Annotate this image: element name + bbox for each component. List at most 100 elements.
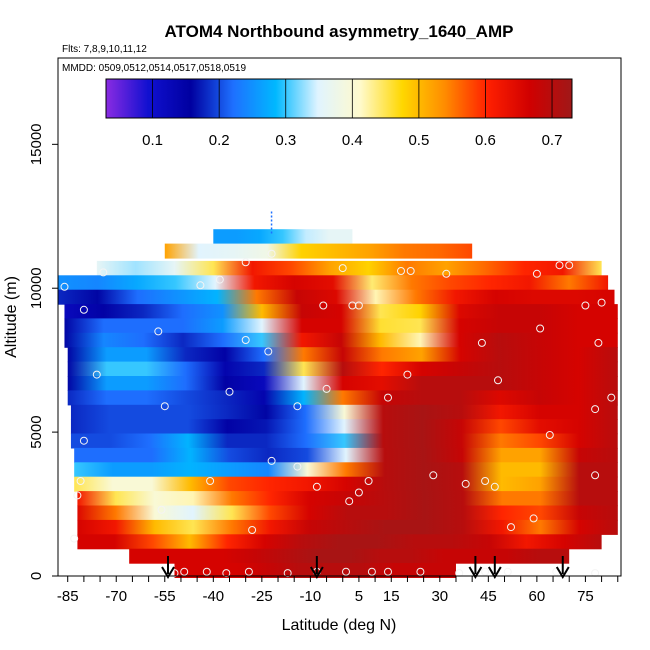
flight-arrow: [487, 556, 502, 579]
sample-point: [267, 456, 276, 465]
y-axis: 0 5000 10000 15000: [28, 123, 58, 580]
sample-point: [367, 567, 376, 576]
sample-point: [241, 336, 250, 344]
field-row: [67, 390, 618, 406]
sample-point: [364, 477, 373, 485]
sample-point: [154, 327, 163, 336]
field-row: [70, 404, 618, 420]
colorbar-tick-label: 0.6: [475, 132, 496, 149]
x-tick-label: -70: [105, 588, 127, 605]
sample-point: [503, 567, 512, 576]
sample-point: [597, 298, 606, 307]
sample-point: [481, 567, 490, 576]
sample-point: [545, 431, 554, 439]
sample-point: [283, 569, 292, 578]
y-axis-label: Altitude (m): [3, 276, 20, 358]
flights-label: Flts: 7,8,9,10,11,12: [62, 44, 147, 55]
sample-point: [591, 405, 600, 414]
sample-point: [403, 370, 412, 379]
sample-point: [73, 491, 82, 500]
sample-point: [607, 393, 616, 402]
colorbar-gradient: [105, 78, 573, 119]
sample-point: [384, 567, 392, 576]
field-row: [74, 462, 618, 478]
sample-point: [384, 393, 392, 402]
colorbar-ticks: 0.1 0.2 0.3 0.4 0.5 0.6 0.7: [142, 79, 562, 149]
field-row: [74, 476, 618, 492]
y-tick-label: 15000: [28, 123, 45, 165]
sample-point: [345, 497, 354, 506]
sample-point: [244, 567, 253, 576]
field-row: [77, 491, 618, 507]
field-row: [67, 376, 618, 391]
heatmap-field: [58, 229, 618, 578]
x-tick-label: 45: [480, 588, 497, 605]
flight-arrows: [161, 556, 570, 579]
colorbar-tick-label: 0.4: [342, 132, 363, 149]
field-row: [58, 275, 609, 291]
flight-arrow: [555, 556, 570, 579]
sample-point: [591, 471, 600, 480]
field-row: [129, 548, 570, 564]
sample-point: [196, 281, 205, 290]
sample-point: [79, 305, 88, 314]
field-row: [64, 332, 618, 348]
colorbar: [105, 78, 573, 119]
sample-point: [264, 347, 273, 356]
field-row: [96, 260, 602, 276]
sample-point: [591, 569, 600, 578]
x-axis: -85 -70 -55 -40 -25 -10 5 15 30 45 60 75: [57, 576, 619, 605]
sample-point: [60, 282, 69, 291]
sample-point: [461, 479, 470, 488]
x-tick-label: 15: [383, 588, 400, 605]
dates-label: MMDD: 0509,0512,0514,0517,0518,0519: [62, 63, 246, 74]
sample-point: [76, 477, 85, 485]
sample-point: [507, 523, 515, 532]
sample-point: [494, 376, 502, 385]
sample-point: [342, 567, 350, 576]
y-tick-label: 10000: [28, 267, 45, 309]
sample-point: [529, 514, 538, 523]
sample-point: [248, 526, 257, 534]
sample-point: [293, 462, 302, 471]
sample-point: [555, 261, 564, 270]
sample-point: [581, 301, 590, 310]
sample-point: [92, 370, 101, 379]
y-tick-label: 0: [28, 572, 45, 580]
sample-point: [481, 477, 490, 485]
x-tick-label: 30: [431, 588, 448, 605]
x-tick-label: 5: [355, 588, 363, 605]
x-tick-label: 75: [577, 588, 594, 605]
colorbar-tick-label: 0.1: [142, 132, 163, 149]
flight-arrow: [309, 556, 324, 579]
sample-point: [79, 436, 88, 445]
sample-point: [293, 402, 302, 411]
sample-point: [99, 268, 108, 277]
field-row: [67, 347, 618, 363]
chart-title: ATOM4 Northbound asymmetry_1640_AMP: [165, 22, 514, 41]
x-tick-label: -25: [251, 588, 273, 605]
field-row: [70, 433, 618, 449]
field-row: [67, 361, 618, 377]
field-row: [64, 318, 618, 334]
x-tick-label: -40: [202, 588, 224, 605]
field-row: [74, 447, 618, 463]
field-row: [70, 419, 618, 435]
x-tick-label: -10: [300, 588, 322, 605]
x-tick-label: -55: [154, 588, 176, 605]
sample-point: [157, 505, 166, 514]
y-tick-label: 5000: [28, 415, 45, 448]
sample-point: [532, 269, 541, 278]
flight-arrow: [468, 556, 483, 579]
sample-point: [565, 261, 574, 270]
sample-point: [160, 402, 169, 411]
colorbar-tick-label: 0.2: [209, 132, 230, 149]
sample-point: [312, 482, 321, 491]
x-tick-label: -85: [57, 588, 79, 605]
field-row: [77, 534, 602, 550]
sample-points: [60, 249, 616, 578]
sample-point: [397, 267, 405, 275]
field-row: [64, 304, 618, 320]
field-row: [58, 289, 615, 305]
